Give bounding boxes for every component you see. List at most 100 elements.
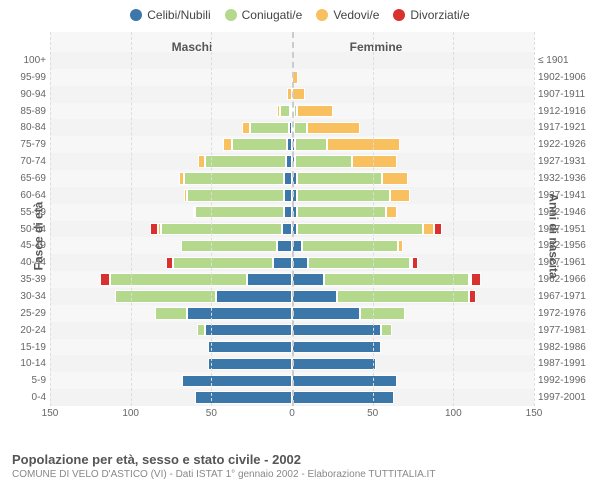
birth-year-label: 1932-1936 xyxy=(538,173,598,184)
segment xyxy=(173,257,273,269)
segment xyxy=(182,375,292,387)
male-bar xyxy=(50,254,292,271)
birth-year-label: 1912-1916 xyxy=(538,106,598,117)
segment xyxy=(205,324,292,336)
segment xyxy=(184,172,284,184)
female-bar xyxy=(292,52,534,69)
gridline xyxy=(50,32,51,406)
segment xyxy=(187,307,292,319)
segment xyxy=(292,257,308,269)
segment xyxy=(205,155,286,167)
female-bar xyxy=(292,237,534,254)
female-bar xyxy=(292,339,534,356)
segment xyxy=(292,307,360,319)
male-bar xyxy=(50,52,292,69)
chart-title: Popolazione per età, sesso e stato civil… xyxy=(12,452,588,467)
birth-year-label: ≤ 1901 xyxy=(538,55,598,66)
birth-year-label: 1927-1931 xyxy=(538,156,598,167)
gridline xyxy=(211,32,212,406)
birth-year-label: 1992-1996 xyxy=(538,375,598,386)
segment xyxy=(247,273,292,285)
segment xyxy=(469,290,475,302)
segment xyxy=(327,138,400,150)
segment xyxy=(282,223,292,235)
birth-year-label: 1952-1956 xyxy=(538,240,598,251)
segment xyxy=(324,273,469,285)
age-label: 45-49 xyxy=(6,240,46,251)
legend-item: Celibi/Nubili xyxy=(130,8,210,22)
birth-year-label: 1982-1986 xyxy=(538,342,598,353)
male-bar xyxy=(50,271,292,288)
male-bar xyxy=(50,136,292,153)
center-axis-line xyxy=(292,32,294,406)
segment xyxy=(277,240,292,252)
female-bar xyxy=(292,221,534,238)
segment xyxy=(294,122,307,134)
male-bar xyxy=(50,339,292,356)
segment xyxy=(295,155,351,167)
x-axis: 15010050050100150 xyxy=(50,408,534,422)
birth-year-label: 1987-1991 xyxy=(538,358,598,369)
x-tick-label: 50 xyxy=(206,408,217,419)
segment xyxy=(195,206,284,218)
segment xyxy=(292,324,381,336)
birth-year-label: 1997-2001 xyxy=(538,392,598,403)
segment xyxy=(284,189,292,201)
male-bar xyxy=(50,372,292,389)
birth-year-label: 1967-1971 xyxy=(538,291,598,302)
segment xyxy=(295,138,327,150)
segment xyxy=(161,223,282,235)
age-label: 65-69 xyxy=(6,173,46,184)
age-label: 10-14 xyxy=(6,358,46,369)
footer: Popolazione per età, sesso e stato civil… xyxy=(0,446,600,480)
male-bar xyxy=(50,170,292,187)
male-bar xyxy=(50,153,292,170)
female-bar xyxy=(292,119,534,136)
female-bar xyxy=(292,187,534,204)
segment xyxy=(292,273,324,285)
male-bar xyxy=(50,237,292,254)
male-bar xyxy=(50,389,292,406)
segment xyxy=(292,358,376,370)
segment xyxy=(302,240,399,252)
gridline xyxy=(534,32,535,406)
birth-year-label: 1922-1926 xyxy=(538,139,598,150)
female-bar xyxy=(292,103,534,120)
segment xyxy=(386,206,397,218)
female-bar xyxy=(292,254,534,271)
segment xyxy=(390,189,409,201)
female-bar xyxy=(292,288,534,305)
male-bar xyxy=(50,69,292,86)
gridline xyxy=(131,32,132,406)
age-label: 75-79 xyxy=(6,139,46,150)
segment xyxy=(284,172,292,184)
male-bar xyxy=(50,204,292,221)
segment xyxy=(100,273,110,285)
segment xyxy=(232,138,287,150)
legend: Celibi/NubiliConiugati/eVedovi/eDivorzia… xyxy=(0,0,600,26)
age-label: 5-9 xyxy=(6,375,46,386)
segment xyxy=(280,105,290,117)
segment xyxy=(471,273,481,285)
segment xyxy=(434,223,442,235)
segment xyxy=(398,240,403,252)
segment xyxy=(284,206,292,218)
birth-year-label: 1902-1906 xyxy=(538,72,598,83)
segment xyxy=(423,223,434,235)
age-label: 95-99 xyxy=(6,72,46,83)
segment xyxy=(297,105,332,117)
birth-year-label: 1947-1951 xyxy=(538,224,598,235)
segment xyxy=(150,223,158,235)
birth-year-label: 1972-1976 xyxy=(538,308,598,319)
x-tick-label: 150 xyxy=(526,408,543,419)
male-bar xyxy=(50,288,292,305)
female-bar xyxy=(292,372,534,389)
segment xyxy=(292,341,381,353)
female-bar xyxy=(292,136,534,153)
female-bar xyxy=(292,305,534,322)
segment xyxy=(250,122,289,134)
segment xyxy=(352,155,397,167)
legend-item: Divorziati/e xyxy=(393,8,469,22)
birth-year-label: 1977-1981 xyxy=(538,325,598,336)
male-bar xyxy=(50,187,292,204)
